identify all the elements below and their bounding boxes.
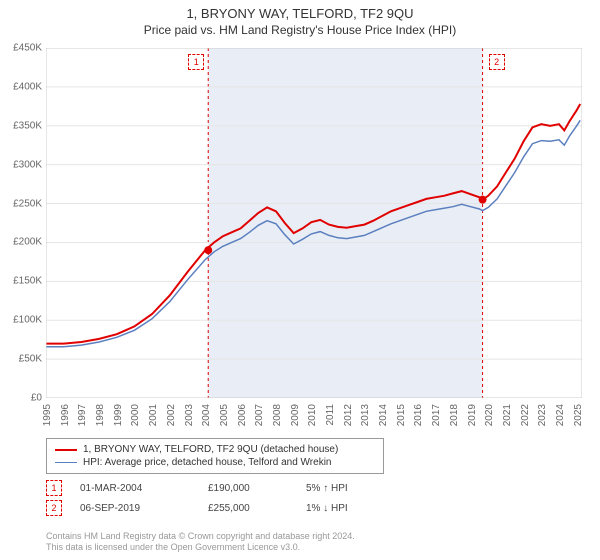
y-tick-label: £100K — [0, 315, 42, 326]
x-tick-label: 2007 — [254, 404, 265, 426]
x-tick-label: 2008 — [272, 404, 283, 426]
x-tick-label: 2002 — [166, 404, 177, 426]
chart-title: 1, BRYONY WAY, TELFORD, TF2 9QU — [0, 0, 600, 21]
x-tick-label: 2005 — [219, 404, 230, 426]
y-tick-label: £350K — [0, 120, 42, 131]
sales-row-delta: 1% ↓ HPI — [306, 503, 386, 514]
x-tick-label: 1999 — [113, 404, 124, 426]
y-tick-label: £50K — [0, 354, 42, 365]
x-tick-label: 2025 — [573, 404, 584, 426]
x-tick-label: 1998 — [95, 404, 106, 426]
chart-plot-area: £0£50K£100K£150K£200K£250K£300K£350K£400… — [46, 48, 582, 398]
x-tick-label: 2022 — [520, 404, 531, 426]
x-tick-label: 2019 — [467, 404, 478, 426]
x-tick-label: 2015 — [396, 404, 407, 426]
y-tick-label: £150K — [0, 276, 42, 287]
sales-row-date: 01-MAR-2004 — [80, 483, 190, 494]
sales-row-marker: 1 — [46, 480, 62, 496]
x-tick-label: 2001 — [148, 404, 159, 426]
sale-marker-1: 1 — [188, 54, 204, 70]
legend-swatch — [55, 462, 77, 463]
sales-row-price: £255,000 — [208, 503, 288, 514]
x-tick-label: 2021 — [502, 404, 513, 426]
x-tick-label: 2017 — [431, 404, 442, 426]
chart-svg — [46, 48, 582, 398]
footnote: Contains HM Land Registry data © Crown c… — [46, 531, 355, 554]
x-tick-label: 2006 — [237, 404, 248, 426]
y-tick-label: £450K — [0, 43, 42, 54]
x-tick-label: 1995 — [42, 404, 53, 426]
y-tick-label: £300K — [0, 159, 42, 170]
x-tick-label: 2012 — [343, 404, 354, 426]
sales-row-delta: 5% ↑ HPI — [306, 483, 386, 494]
x-tick-label: 2024 — [555, 404, 566, 426]
x-tick-label: 2013 — [360, 404, 371, 426]
x-tick-label: 2009 — [290, 404, 301, 426]
sales-row-price: £190,000 — [208, 483, 288, 494]
legend-label: 1, BRYONY WAY, TELFORD, TF2 9QU (detache… — [83, 444, 338, 455]
legend-item: HPI: Average price, detached house, Telf… — [55, 456, 375, 469]
x-tick-label: 1997 — [77, 404, 88, 426]
x-tick-label: 1996 — [60, 404, 71, 426]
sales-row-date: 06-SEP-2019 — [80, 503, 190, 514]
x-tick-label: 2010 — [307, 404, 318, 426]
sale-marker-2: 2 — [489, 54, 505, 70]
sales-row: 1 01-MAR-2004 £190,000 5% ↑ HPI — [46, 478, 386, 498]
legend-label: HPI: Average price, detached house, Telf… — [83, 457, 332, 468]
x-tick-label: 2020 — [484, 404, 495, 426]
sales-table: 1 01-MAR-2004 £190,000 5% ↑ HPI 2 06-SEP-2019… — [46, 478, 386, 518]
x-tick-label: 2011 — [325, 404, 336, 426]
legend-swatch — [55, 449, 77, 451]
y-tick-label: £0 — [0, 393, 42, 404]
x-tick-label: 2023 — [537, 404, 548, 426]
x-tick-label: 2000 — [130, 404, 141, 426]
x-tick-label: 2016 — [413, 404, 424, 426]
y-tick-label: £400K — [0, 81, 42, 92]
x-tick-label: 2014 — [378, 404, 389, 426]
x-tick-label: 2004 — [201, 404, 212, 426]
x-tick-label: 2003 — [184, 404, 195, 426]
sales-row: 2 06-SEP-2019 £255,000 1% ↓ HPI — [46, 498, 386, 518]
footnote-line-2: This data is licensed under the Open Gov… — [46, 542, 355, 554]
footnote-line-1: Contains HM Land Registry data © Crown c… — [46, 531, 355, 543]
y-tick-label: £250K — [0, 198, 42, 209]
x-tick-label: 2018 — [449, 404, 460, 426]
sales-row-marker: 2 — [46, 500, 62, 516]
legend-item: 1, BRYONY WAY, TELFORD, TF2 9QU (detache… — [55, 443, 375, 456]
chart-subtitle: Price paid vs. HM Land Registry's House … — [0, 21, 600, 41]
y-tick-label: £200K — [0, 237, 42, 248]
legend: 1, BRYONY WAY, TELFORD, TF2 9QU (detache… — [46, 438, 384, 474]
